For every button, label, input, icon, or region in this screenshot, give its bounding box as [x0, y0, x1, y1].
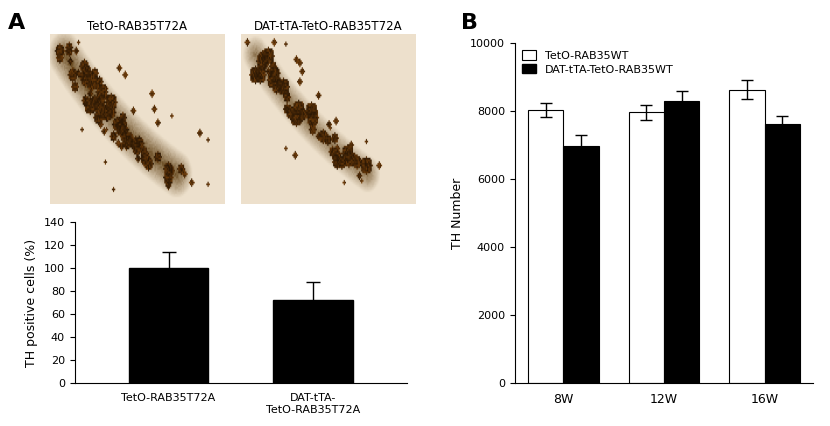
Legend: TetO-RAB35WT, DAT-tTA-TetO-RAB35WT: TetO-RAB35WT, DAT-tTA-TetO-RAB35WT	[520, 48, 676, 77]
Title: DAT-tTA-TetO-RAB35T72A: DAT-tTA-TetO-RAB35T72A	[253, 20, 403, 33]
Bar	[528, 110, 564, 383]
Bar	[730, 89, 764, 383]
Text: A: A	[8, 13, 26, 33]
Bar	[664, 101, 699, 383]
Y-axis label: TH Number: TH Number	[452, 177, 464, 249]
Bar	[629, 112, 664, 383]
Title: TetO-RAB35T72A: TetO-RAB35T72A	[87, 20, 187, 33]
Y-axis label: TH positive cells (%): TH positive cells (%)	[25, 239, 38, 366]
Bar	[764, 124, 800, 383]
Text: B: B	[461, 13, 477, 33]
Bar	[129, 268, 208, 383]
Bar	[564, 146, 598, 383]
Bar	[273, 300, 353, 383]
